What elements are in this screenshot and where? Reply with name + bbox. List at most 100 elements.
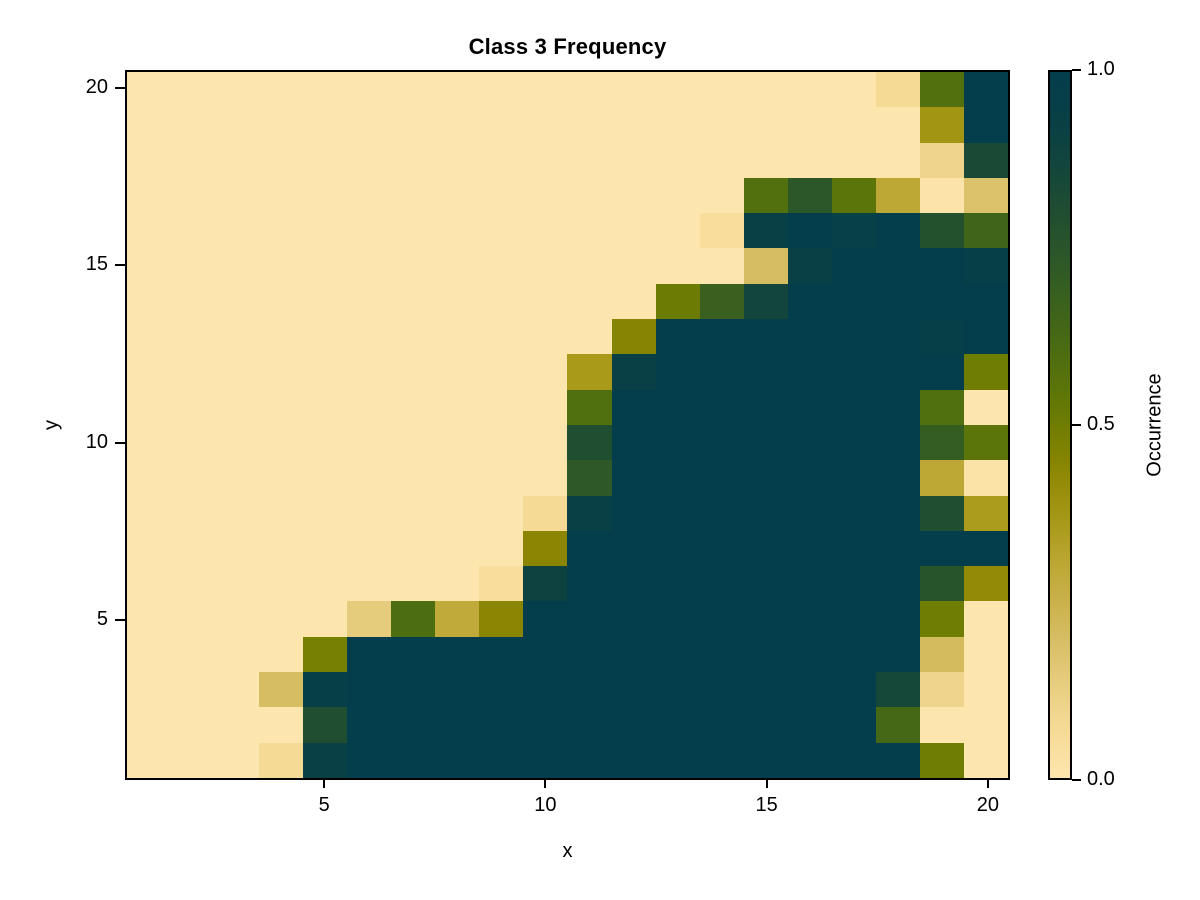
heatmap-cell — [919, 248, 964, 284]
heatmap-cell — [875, 742, 920, 778]
heatmap-cell — [259, 72, 304, 108]
heatmap-cell — [391, 495, 436, 531]
heatmap-cell — [919, 213, 964, 249]
heatmap-cell — [171, 424, 216, 461]
heatmap-cell — [347, 495, 392, 531]
heatmap-cell — [215, 530, 260, 567]
heatmap-cell — [215, 495, 260, 531]
heatmap-cell — [391, 177, 436, 214]
heatmap-cell — [435, 672, 480, 708]
heatmap-cell — [919, 424, 964, 461]
heatmap-cell — [435, 460, 480, 496]
heatmap-cell — [479, 672, 524, 708]
heatmap-cell — [567, 707, 612, 743]
heatmap-cell — [567, 177, 612, 214]
heatmap-cell — [919, 601, 964, 637]
heatmap-cell — [435, 707, 480, 743]
heatmap-cell — [435, 354, 480, 390]
heatmap-cell — [479, 636, 524, 673]
colorbar-tick-label: 0.0 — [1087, 768, 1115, 790]
heatmap-cell — [347, 142, 392, 178]
heatmap-cell — [127, 213, 172, 249]
heatmap-cell — [435, 742, 480, 778]
heatmap-cell — [303, 495, 348, 531]
heatmap-cell — [259, 672, 304, 708]
y-tick — [115, 619, 125, 622]
heatmap-cell — [831, 319, 876, 355]
chart-title: Class 3 Frequency — [468, 34, 667, 59]
heatmap-cell — [875, 566, 920, 602]
heatmap-cell — [303, 742, 348, 778]
heatmap-cell — [127, 72, 172, 108]
heatmap-cell — [611, 742, 656, 778]
heatmap-cell — [743, 707, 788, 743]
heatmap-cell — [523, 636, 568, 673]
heatmap-cell — [919, 636, 964, 673]
heatmap-cell — [435, 107, 480, 143]
heatmap-cell — [655, 177, 700, 214]
heatmap-cell — [215, 636, 260, 673]
heatmap-cell — [391, 72, 436, 108]
heatmap-cell — [435, 248, 480, 284]
heatmap-cell — [171, 177, 216, 214]
heatmap-cell — [215, 601, 260, 637]
heatmap-cell — [655, 566, 700, 602]
heatmap-cell — [831, 460, 876, 496]
heatmap-cell — [787, 354, 832, 390]
heatmap-cell — [567, 495, 612, 531]
heatmap-cell — [699, 72, 744, 108]
heatmap-cell — [435, 636, 480, 673]
heatmap-cell — [303, 283, 348, 320]
heatmap-cell — [875, 460, 920, 496]
heatmap-cell — [875, 248, 920, 284]
heatmap-cell — [171, 460, 216, 496]
heatmap-cell — [611, 142, 656, 178]
heatmap-cell — [655, 248, 700, 284]
x-tick-label: 15 — [755, 794, 778, 816]
heatmap-cell — [787, 424, 832, 461]
x-tick — [986, 780, 989, 788]
heatmap-cell — [699, 424, 744, 461]
colorbar-tick — [1072, 779, 1081, 781]
heatmap-cell — [391, 742, 436, 778]
heatmap-cell — [479, 460, 524, 496]
heatmap-cell — [875, 142, 920, 178]
heatmap-cell — [171, 107, 216, 143]
heatmap-cell — [919, 72, 964, 108]
heatmap-cell — [171, 72, 216, 108]
heatmap-cell — [171, 707, 216, 743]
heatmap-cell — [963, 707, 1008, 743]
heatmap-cell — [259, 389, 304, 425]
heatmap-cell — [875, 354, 920, 390]
heatmap-cell — [127, 283, 172, 320]
heatmap-cell — [611, 283, 656, 320]
heatmap-cell — [171, 213, 216, 249]
heatmap-cell — [743, 107, 788, 143]
heatmap-cell — [347, 177, 392, 214]
heatmap-cell — [611, 72, 656, 108]
heatmap-cell — [963, 142, 1008, 178]
heatmap-cell — [435, 319, 480, 355]
heatmap-cell — [567, 566, 612, 602]
heatmap-cell — [567, 107, 612, 143]
heatmap-cell — [611, 354, 656, 390]
heatmap-cell — [831, 107, 876, 143]
heatmap-cell — [347, 742, 392, 778]
heatmap-cell — [787, 636, 832, 673]
heatmap-cell — [523, 672, 568, 708]
heatmap-cell — [875, 424, 920, 461]
heatmap-cell — [171, 354, 216, 390]
heatmap-cell — [567, 672, 612, 708]
heatmap-cell — [567, 283, 612, 320]
heatmap-cell — [479, 495, 524, 531]
heatmap-cell — [875, 530, 920, 567]
heatmap-cell — [919, 177, 964, 214]
heatmap-cell — [171, 636, 216, 673]
heatmap-cell — [523, 707, 568, 743]
heatmap-cell — [699, 566, 744, 602]
heatmap-cell — [787, 177, 832, 214]
heatmap-cell — [743, 248, 788, 284]
heatmap-cell — [259, 742, 304, 778]
heatmap-cell — [699, 707, 744, 743]
